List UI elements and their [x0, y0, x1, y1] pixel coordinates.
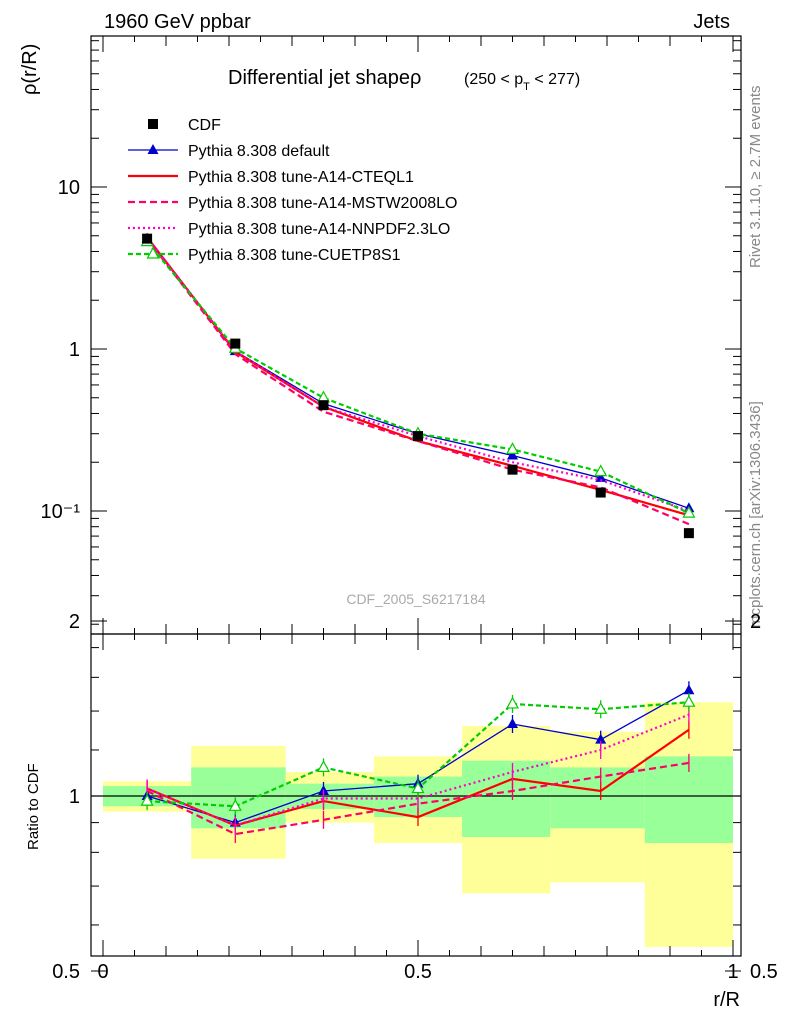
cdf-data-point — [142, 233, 153, 244]
series-line — [146, 236, 690, 517]
ratio-marker — [228, 799, 242, 811]
y-tick-label: 1 — [69, 339, 80, 361]
cdf-data-point — [413, 431, 423, 442]
mcplots-reference-text: mcplots.cern.ch [arXiv:1306.3436] — [747, 401, 764, 628]
cdf-data-point — [507, 464, 518, 475]
cdf-data-point — [230, 338, 241, 349]
series-marker — [594, 464, 608, 477]
plot-axes: 10 1 10⁻¹ 2 1 0.5 2 0.5 0 0.5 1 — [41, 35, 778, 983]
series-marker — [505, 442, 520, 455]
legend-marker — [146, 246, 160, 259]
y-tick-label: 10 — [58, 177, 80, 199]
ratio-y-axis-label: Ratio to CDF — [25, 763, 42, 850]
legend-label: Pythia 8.308 default — [188, 143, 330, 160]
ratio-marker — [595, 733, 607, 744]
rivet-version-text: Rivet 3.1.10, ≥ 2.7M events — [747, 86, 764, 269]
ratio-series — [140, 681, 696, 844]
y-axis-label: ρ(r/R) — [19, 44, 41, 95]
series-marker — [507, 449, 518, 460]
ratio-tick-label: 2 — [69, 611, 80, 633]
ratio-tick-label: 1 — [69, 786, 80, 808]
cdf-data-point — [683, 528, 694, 539]
ratio-marker — [316, 760, 331, 772]
ratio-marker — [505, 696, 520, 709]
series-marker — [595, 471, 607, 482]
series-line — [146, 236, 690, 513]
ratio-marker — [682, 694, 696, 707]
x-tick-label: 1 — [727, 961, 738, 983]
y-tick-label: 10⁻¹ — [41, 501, 81, 523]
legend-marker — [148, 119, 158, 129]
ratio-right-tick-label: 2 — [750, 611, 761, 633]
ratio-marker — [594, 702, 608, 714]
ratio-marker — [507, 718, 518, 729]
series-line — [146, 240, 690, 515]
series-line — [146, 238, 690, 509]
header-energy: 1960 GeV ppbar — [104, 11, 251, 33]
ratio-uncertainty-bands — [91, 702, 741, 947]
x-tick-label: 0.5 — [404, 961, 432, 983]
legend-marker — [147, 144, 159, 154]
series-marker — [682, 505, 696, 518]
legend-label: Pythia 8.308 tune-A14-MSTW2008LO — [188, 195, 457, 212]
ratio-tick-label: 0.5 — [52, 961, 80, 983]
cdf-data-point — [595, 487, 606, 498]
plot-title: Differential jet shapeρ — [228, 67, 421, 89]
legend-label: Pythia 8.308 tune-CUETP8S1 — [188, 247, 401, 264]
x-tick-label: 0 — [97, 961, 108, 983]
legend-label: Pythia 8.308 tune-A14-CTEQL1 — [188, 169, 414, 186]
ratio-marker — [411, 781, 425, 794]
ratio-right-tick-label: 0.5 — [750, 961, 778, 983]
analysis-watermark: CDF_2005_S6217184 — [346, 591, 486, 607]
plot-title-range: (250 < pT < 277) — [464, 71, 580, 93]
series-line — [146, 237, 690, 526]
legend: CDF Pythia 8.308 default Pythia 8.308 tune… — [128, 117, 457, 264]
stat-uncertainty-band — [462, 760, 551, 838]
stat-uncertainty-band — [191, 767, 286, 829]
legend-label: CDF — [188, 117, 221, 134]
x-axis-label: r/R — [713, 989, 740, 1011]
ratio-marker — [140, 793, 154, 806]
legend-label: Pythia 8.308 tune-A14-NNPDF2.3LO — [188, 221, 450, 238]
header-process: Jets — [693, 11, 730, 33]
ratio-frame — [90, 633, 742, 957]
main-series — [140, 232, 696, 539]
ratio-marker — [683, 684, 695, 695]
cdf-data-point — [318, 400, 329, 411]
